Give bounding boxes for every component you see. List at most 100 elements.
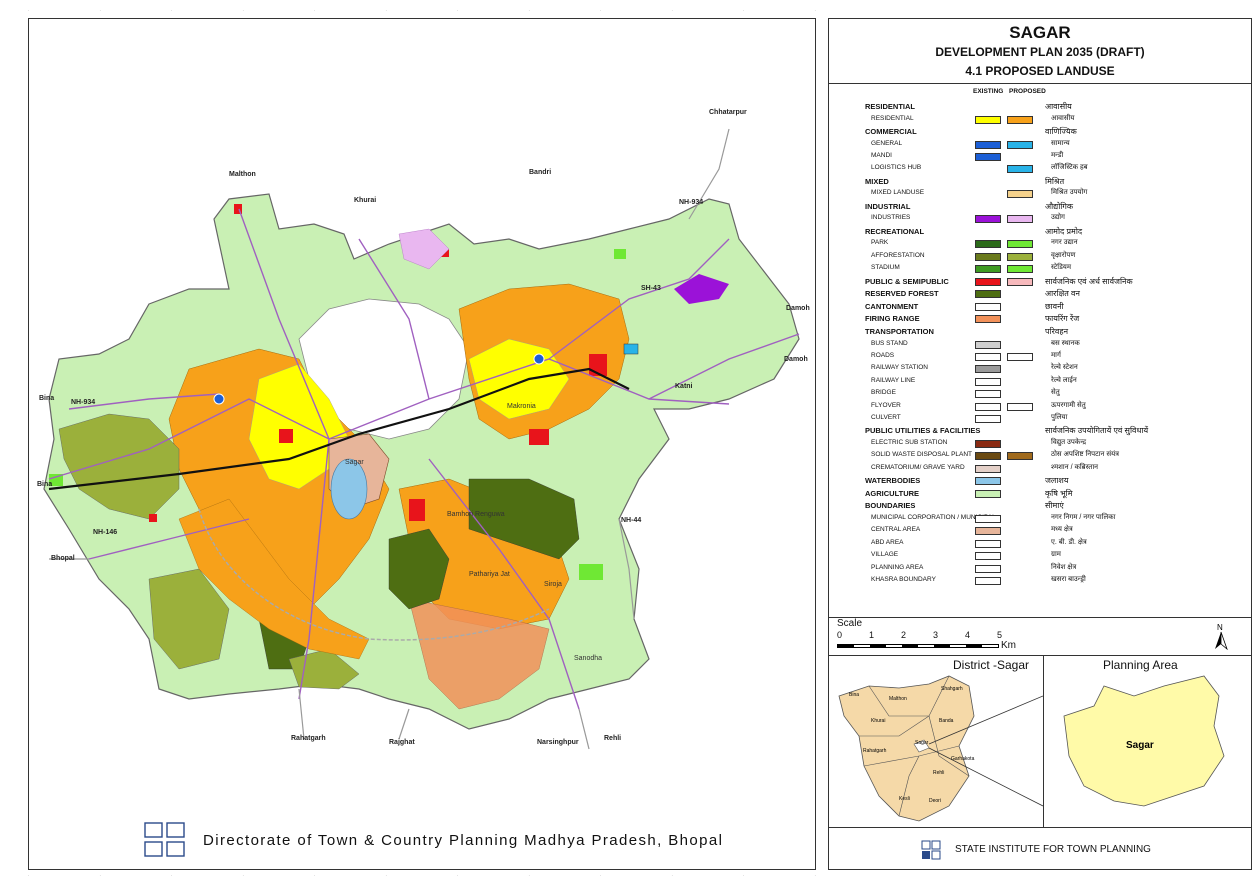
legend-swatch-existing — [975, 452, 1001, 461]
legend-swatch-proposed — [1007, 165, 1033, 174]
district-label: Deori — [929, 798, 941, 804]
legend-row: AGRICULTURE कृषि भूमि — [829, 488, 1251, 500]
legend-row: MIXED LANDUSE मिश्रित उपयोग — [829, 188, 1251, 200]
legend-swatch-existing — [975, 140, 1001, 149]
road-label-nh934-ne: NH-934 — [679, 199, 704, 206]
legend-label-en: FIRING RANGE — [865, 314, 920, 324]
legend-swatch-existing — [975, 215, 1001, 224]
legend-swatch-proposed — [1007, 277, 1033, 286]
legend-row: WATERBODIES जलाशय — [829, 475, 1251, 487]
public-patch-5 — [234, 204, 242, 214]
road-label-chhatarpur: Chhatarpur — [709, 109, 747, 116]
legend-row: BUS STAND बस स्थानक — [829, 339, 1251, 351]
legend-swatch-existing — [975, 402, 1001, 411]
legend-row: CANTONMENT छावनी — [829, 301, 1251, 313]
scale-tick: 1 — [869, 630, 875, 640]
map-frame[interactable]: Bina Bina NH-934 NH-146 Bhopal Damoh Dam… — [28, 18, 816, 870]
legend-label-hi: विद्युत उपकेन्द्र — [1051, 439, 1087, 446]
highway-lines — [49, 128, 730, 750]
legend-swatch-existing — [975, 277, 1001, 286]
north-arrow-icon: N — [1215, 623, 1228, 650]
legend-row: INDUSTRIES उद्योग — [829, 213, 1251, 225]
legend-label-hi: छावनी — [1045, 301, 1064, 311]
legend-label-hi: सेतु — [1051, 389, 1060, 397]
industrial-n — [398, 228, 450, 270]
district-label: Shahgarh — [941, 686, 963, 692]
legend-label-hi: मार्ग — [1051, 352, 1061, 359]
road-label-sh43: SH-43 — [641, 285, 661, 292]
legend-row: ELECTRIC SUB STATION विद्युत उपकेन्द्र — [829, 438, 1251, 450]
legend-label-en: CANTONMENT — [865, 301, 919, 311]
road-label-nh934: NH-934 — [71, 399, 96, 406]
legend-row: ROADS मार्ग — [829, 351, 1251, 363]
legend-label-en: COMMERCIAL — [865, 127, 917, 136]
legend-label-hi: उद्योग — [1051, 214, 1065, 222]
planning-area-label: Sagar — [1126, 740, 1154, 751]
legend-label-en: KHASRA BOUNDARY — [871, 576, 936, 583]
legend-swatch-proposed — [1007, 140, 1033, 149]
legend-label-hi: नगर उद्यान — [1051, 239, 1078, 247]
legend-label-en: MUNICIPAL CORPORATION / MUNICIPAL — [871, 514, 996, 521]
legend-label-hi: जलाशय — [1045, 476, 1069, 486]
road-label-nh146: NH-146 — [93, 529, 118, 536]
legend-label-hi: सामान्य — [1051, 139, 1070, 147]
legend-label-hi: मध्य क्षेत्र — [1051, 526, 1073, 534]
reserved-forest-east — [468, 478, 580, 560]
road-label-damoh-2: Damoh — [784, 356, 808, 363]
legend-label-en: RECREATIONAL — [865, 226, 925, 236]
planning-inset-title: Planning Area — [1103, 658, 1178, 672]
legend-label-en: MANDI — [871, 152, 892, 159]
landuse-map[interactable] — [29, 19, 815, 869]
title-block: SAGAR DEVELOPMENT PLAN 2035 (DRAFT) 4.1 … — [829, 19, 1251, 84]
legend-label-hi: नगर निगम / नगर पालिका — [1051, 514, 1116, 521]
legend-label-hi: ग्राम — [1051, 551, 1061, 559]
inset-maps: District -Sagar Planning Area Bina Malth… — [829, 655, 1251, 828]
legend-label-hi: लॉजिस्टिक हब — [1051, 164, 1088, 172]
railway-line — [48, 367, 630, 491]
legend-label-hi: ठोस अपशिष्ट निपटान संयंत्र — [1051, 451, 1119, 459]
legend-swatch-existing — [975, 539, 1001, 548]
scale-bar — [837, 644, 999, 648]
legend-row: FIRING RANGE फायरिंग रेंज — [829, 313, 1251, 325]
public-patch-7 — [149, 514, 157, 522]
scale-label: Scale — [837, 618, 863, 629]
legend-row: GENERAL सामान्य — [829, 139, 1251, 151]
industrial-ne — [674, 274, 729, 304]
legend-row: PARK नगर उद्यान — [829, 238, 1251, 250]
dtcp-credit: Directorate of Town & Country Planning M… — [203, 832, 724, 849]
scale-tick: 0 — [837, 630, 843, 640]
park-2 — [614, 249, 626, 259]
public-patch-4 — [279, 429, 293, 443]
scale-tick: 2 — [901, 630, 907, 640]
place-label-sagar: Sagar — [345, 459, 364, 466]
legend-label-hi: खसरा बाउन्ड्री — [1051, 576, 1086, 583]
legend-label-en: WATERBODIES — [865, 476, 921, 486]
legend-label-en: PLANNING AREA — [871, 563, 924, 571]
scale-tick: 5 — [997, 630, 1003, 640]
legend-swatch-existing — [975, 290, 1001, 299]
legend-label-hi: आवासीय — [1045, 102, 1072, 111]
district-label: Rehli — [933, 770, 944, 776]
legend-label-en: SOLID WASTE DISPOSAL PLANT — [871, 451, 973, 459]
legend-row: KHASRA BOUNDARY खसरा बाउन्ड्री — [829, 575, 1251, 587]
legend-label-en: VILLAGE — [871, 551, 899, 559]
legend-row: LOGISTICS HUB लॉजिस्टिक हब — [829, 163, 1251, 175]
legend-label-hi: फायरिंग रेंज — [1045, 314, 1080, 324]
legend-label-en: AGRICULTURE — [865, 488, 920, 498]
legend-swatch-proposed — [1007, 240, 1033, 249]
district-label: Bina — [849, 692, 859, 698]
legend-label-hi: रेल्वे स्टेशन — [1051, 364, 1078, 372]
scale-tick: 3 — [933, 630, 939, 640]
place-label-bamhori: Bamhori Renguwa — [447, 511, 505, 518]
legend-label-hi: परिवहन — [1045, 327, 1069, 336]
park-1 — [579, 564, 603, 580]
legend-swatch-existing — [975, 515, 1001, 523]
legend-label-en: ABD AREA — [871, 538, 904, 546]
legend-swatch-existing — [975, 265, 1001, 274]
legend-row: FLYOVER ऊपरगामी सेतु — [829, 401, 1251, 413]
legend-swatch-proposed — [1007, 115, 1033, 124]
legend-label-hi: आवासीय — [1051, 114, 1075, 122]
proposed-residential-band — [178, 498, 370, 660]
legend-label-en: RESIDENTIAL — [871, 114, 914, 122]
legend-label-en: AFFORESTATION — [871, 251, 925, 259]
